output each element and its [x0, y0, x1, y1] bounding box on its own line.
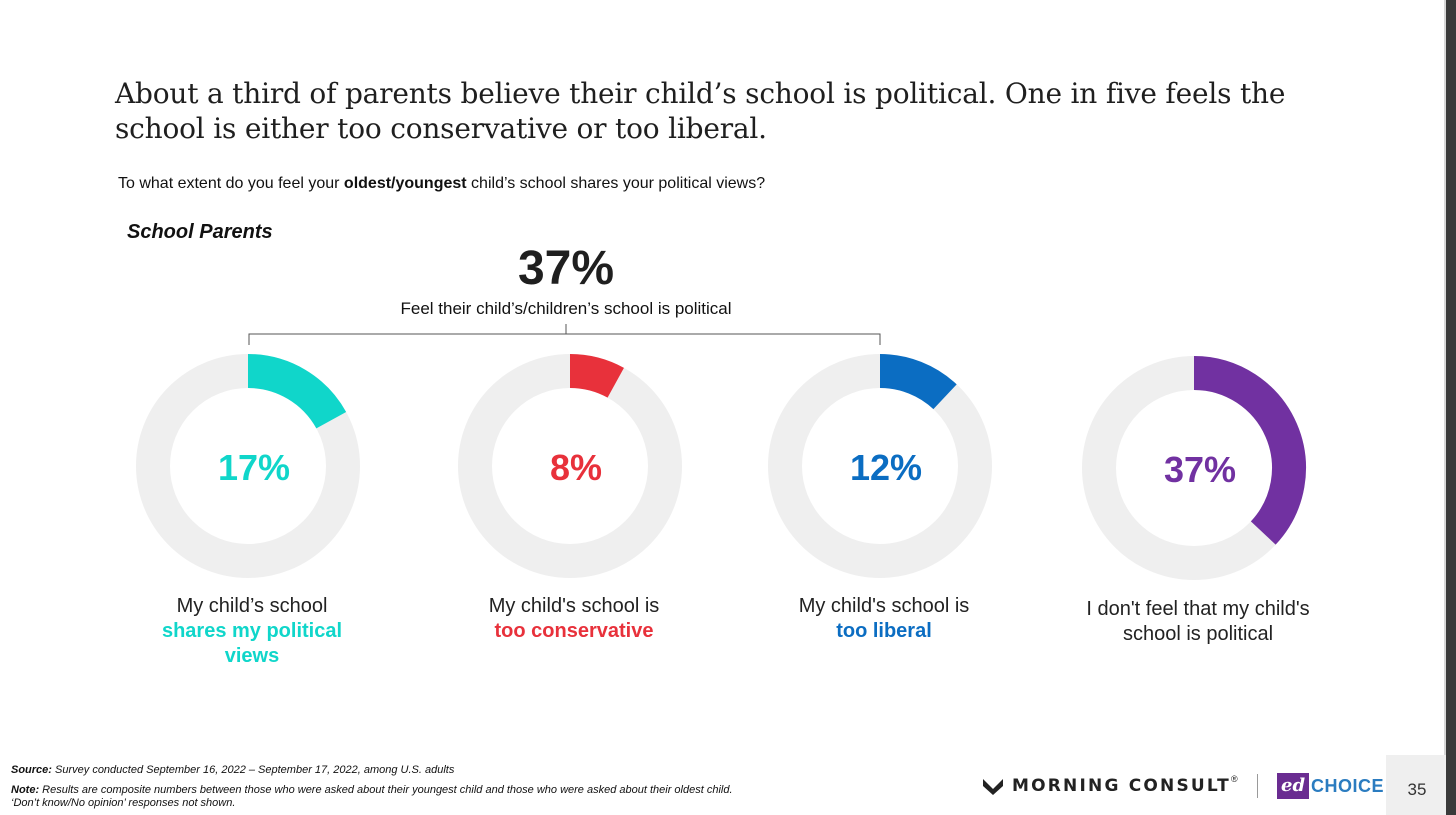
question-suffix: child’s school shares your political vie…: [466, 175, 766, 192]
trademark-symbol: ®: [1230, 774, 1238, 784]
source-label: Source:: [11, 764, 52, 776]
right-edge-divider: [1444, 0, 1446, 815]
edchoice-wordmark: CHOICE: [1311, 775, 1385, 796]
donut-value-label: 12%: [850, 447, 922, 488]
summary-bracket: [248, 324, 881, 345]
donut-slice: [1193, 356, 1306, 545]
category-label-text: I don't feel that my child's school is p…: [1086, 598, 1310, 645]
morning-consult-mark-icon: [983, 779, 1003, 795]
survey-question: To what extent do you feel your oldest/y…: [118, 175, 765, 193]
summary-value: 37%: [517, 242, 615, 295]
donut-value-label: 37%: [1164, 449, 1236, 490]
donut-1: 17%: [136, 354, 360, 578]
category-label-highlight: too conservative: [494, 620, 654, 642]
category-label-text: My child’s school: [176, 595, 328, 617]
group-label: School Parents: [127, 221, 273, 243]
category-label-text: My child's school is: [488, 595, 660, 617]
morning-consult-wordmark: MORNING CONSULT: [1012, 776, 1231, 796]
question-bold: oldest/youngest: [343, 175, 467, 192]
category-label-highlight: too liberal: [836, 620, 932, 642]
right-edge-bar: [1446, 0, 1456, 815]
category-label: My child's school is too conservative: [424, 594, 724, 644]
donut-value-label: 8%: [550, 447, 602, 488]
category-label-highlight: shares my political views: [161, 620, 343, 667]
donut-slice: [247, 354, 347, 429]
donut-3: 12%: [768, 354, 992, 578]
edchoice-ed-badge: ed: [1277, 773, 1310, 799]
note-text: Results are composite numbers between th…: [39, 784, 733, 796]
question-prefix: To what extent do you feel your: [118, 175, 344, 192]
page-number-box: [1386, 755, 1446, 815]
donut-2: 8%: [458, 354, 682, 578]
note-label: Note:: [11, 784, 40, 796]
donut-4: 37%: [1082, 356, 1306, 580]
logo-divider: [1257, 774, 1258, 798]
category-label: My child’s school shares my political vie…: [102, 594, 402, 669]
donut-value-label: 17%: [218, 447, 290, 488]
donut-slice: [569, 354, 624, 398]
summary-label: Feel their child’s/children’s school is …: [400, 299, 732, 318]
footnote: Note: Results are composite numbers betw…: [11, 784, 733, 810]
category-label-text: My child's school is: [798, 595, 970, 617]
edchoice-logo: ed CHOICE: [1277, 772, 1384, 800]
page-number: 35: [1407, 780, 1427, 799]
donut-slice: [879, 354, 957, 410]
note-line2: ‘Don’t know/No opinion’ responses not sh…: [11, 797, 236, 809]
category-label: My child's school is too liberal: [734, 594, 1034, 644]
morning-consult-logo: MORNING CONSULT ®: [982, 772, 1238, 800]
slide-title: About a third of parents believe their c…: [115, 77, 1286, 145]
source-text: Survey conducted September 16, 2022 – Se…: [51, 764, 455, 776]
category-label: I don't feel that my child's school is p…: [1048, 597, 1348, 647]
source-note: Source: Survey conducted September 16, 2…: [11, 764, 454, 777]
